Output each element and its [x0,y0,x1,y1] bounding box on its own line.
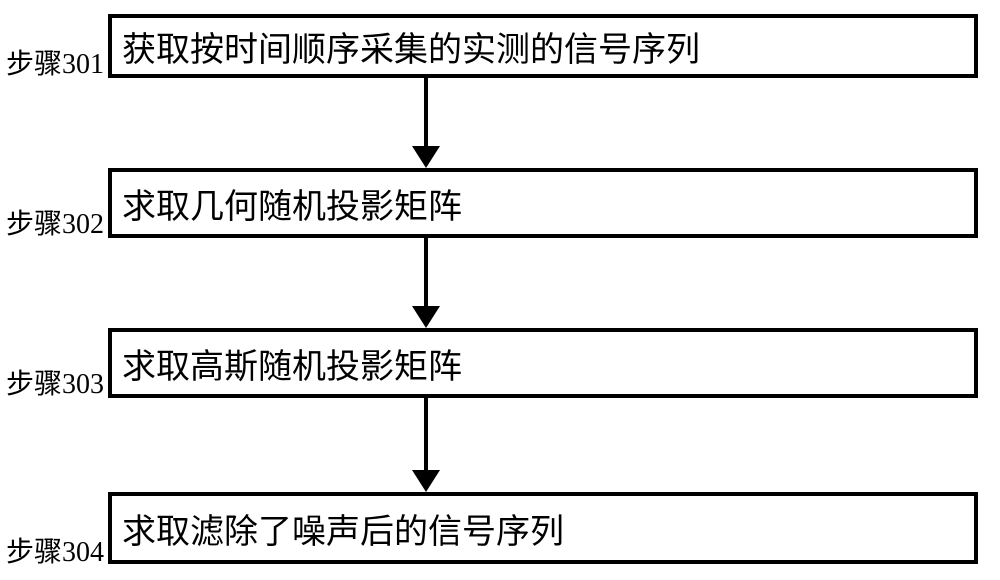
flowchart: 步骤301 获取按时间顺序采集的实测的信号序列 步骤302 求取几何随机投影矩阵… [0,0,1000,580]
arrow-1-line [424,78,428,146]
step-box-302: 求取几何随机投影矩阵 [108,168,978,238]
arrow-2-head [412,306,440,328]
arrow-1-head [412,146,440,168]
step-label-301: 步骤301 [6,42,104,82]
step-box-303: 求取高斯随机投影矩阵 [108,328,978,398]
step-text-301: 获取按时间顺序采集的实测的信号序列 [122,22,700,71]
arrow-3-head [412,470,440,492]
step-text-304: 求取滤除了噪声后的信号序列 [122,504,564,553]
arrow-2-line [424,238,428,306]
step-text-303: 求取高斯随机投影矩阵 [122,339,462,388]
step-label-303: 步骤303 [6,362,104,402]
step-label-304: 步骤304 [6,530,104,570]
step-box-301: 获取按时间顺序采集的实测的信号序列 [108,14,978,78]
step-label-302: 步骤302 [6,202,104,242]
arrow-3-line [424,398,428,470]
step-text-302: 求取几何随机投影矩阵 [122,179,462,228]
step-box-304: 求取滤除了噪声后的信号序列 [108,492,978,564]
